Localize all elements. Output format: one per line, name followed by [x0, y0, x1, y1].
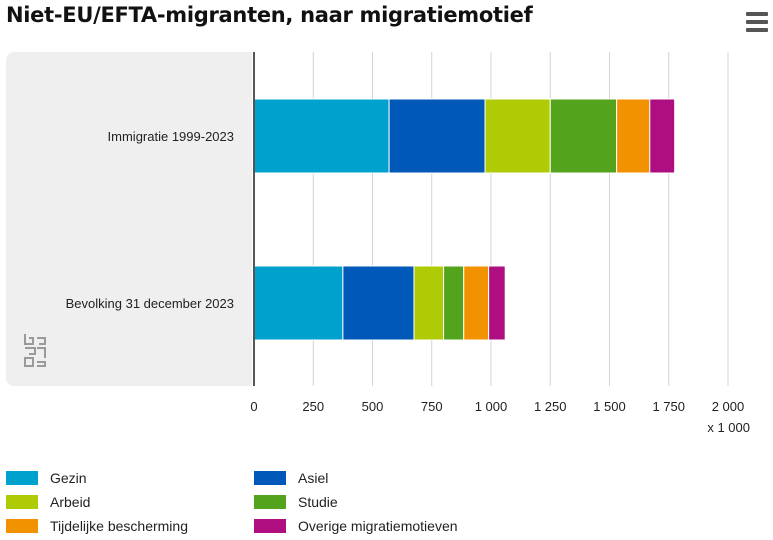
bar-segment-arbeid[interactable]	[413, 265, 445, 341]
x-tick-label: 1 250	[534, 399, 567, 414]
bar-segment-arbeid[interactable]	[484, 98, 551, 174]
x-tick-label: 500	[362, 399, 384, 414]
bar-segment-studie[interactable]	[549, 98, 618, 174]
legend-item[interactable]: Tijdelijke bescherming	[6, 518, 188, 534]
cbs-logo-icon	[24, 334, 46, 367]
bar-segment-tijdelijke-bescherming[interactable]	[463, 265, 490, 341]
bar-segment-gezin[interactable]	[253, 98, 390, 174]
legend-swatch	[6, 495, 38, 509]
legend-swatch	[254, 495, 286, 509]
x-tick-label: 1 000	[475, 399, 508, 414]
menu-line	[746, 12, 768, 16]
legend-swatch	[254, 471, 286, 485]
category-label: Bevolking 31 december 2023	[66, 296, 234, 311]
legend-label: Gezin	[50, 470, 87, 486]
legend-item[interactable]: Studie	[254, 494, 338, 510]
chart-legend: Gezin Asiel Arbeid Studie Tijdelijke bescher…	[6, 470, 766, 540]
x-tick-label: 2 000	[712, 399, 745, 414]
x-axis-unit: x 1 000	[707, 420, 750, 435]
x-tick-label: 250	[302, 399, 324, 414]
bar-segment-studie[interactable]	[443, 265, 465, 341]
x-tick-label: 1 750	[652, 399, 685, 414]
legend-label: Studie	[298, 494, 338, 510]
legend-swatch	[254, 519, 286, 533]
legend-item[interactable]: Overige migratiemotieven	[254, 518, 458, 534]
category-label-panel	[6, 52, 252, 386]
legend-swatch	[6, 471, 38, 485]
bar-segment-overige-migratiemotieven[interactable]	[649, 98, 676, 174]
menu-line	[746, 20, 768, 24]
bar-segment-gezin[interactable]	[253, 265, 344, 341]
bar-chart: Immigratie 1999-2023 Bevolking 31 decembe…	[66, 52, 750, 435]
category-label: Immigratie 1999-2023	[108, 129, 234, 144]
menu-line	[746, 28, 768, 32]
legend-label: Asiel	[298, 470, 329, 486]
chart-title: Niet-EU/EFTA-migranten, naar migratiemot…	[6, 3, 533, 27]
x-tick-label: 0	[250, 399, 257, 414]
x-tick-label: 1 500	[593, 399, 626, 414]
legend-item[interactable]: Gezin	[6, 470, 87, 486]
x-tick-label: 750	[421, 399, 443, 414]
hamburger-menu-icon[interactable]	[746, 12, 768, 32]
bar-segment-asiel[interactable]	[388, 98, 486, 174]
legend-label: Arbeid	[50, 494, 91, 510]
bar-segment-asiel[interactable]	[342, 265, 415, 341]
bar-segment-overige-migratiemotieven[interactable]	[488, 265, 506, 341]
legend-label: Tijdelijke bescherming	[50, 518, 188, 534]
legend-swatch	[6, 519, 38, 533]
bar-segment-tijdelijke-bescherming[interactable]	[616, 98, 651, 174]
legend-item[interactable]: Arbeid	[6, 494, 90, 510]
legend-label: Overige migratiemotieven	[298, 518, 458, 534]
legend-item[interactable]: Asiel	[254, 470, 328, 486]
